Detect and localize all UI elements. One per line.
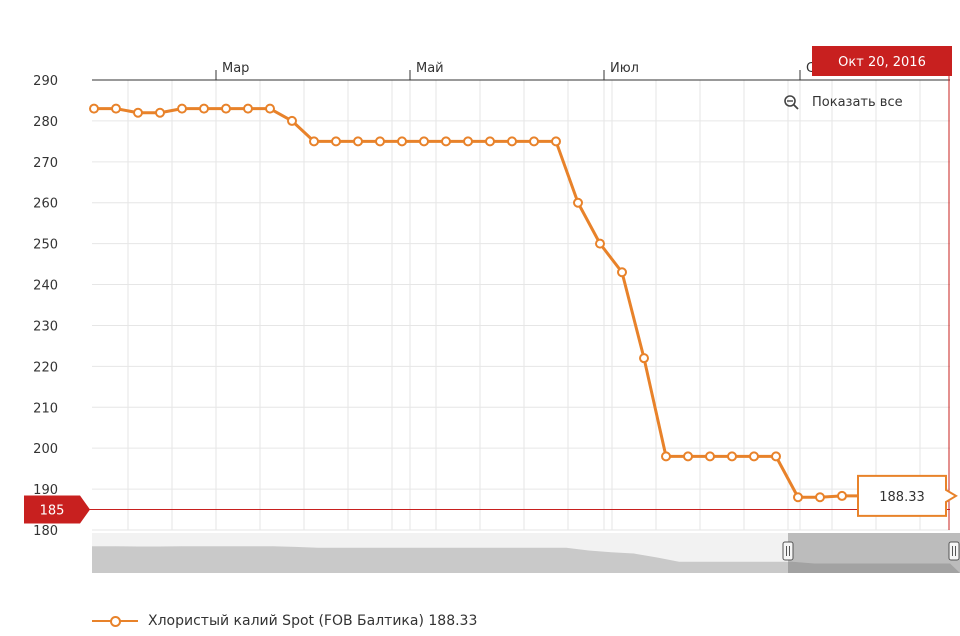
y-tick-label: 220 [33,360,58,375]
data-point[interactable] [309,136,319,147]
data-point[interactable] [375,136,385,147]
data-point[interactable] [111,103,121,114]
crosshair-x-flag [812,46,952,76]
y-tick-label: 270 [33,156,58,171]
y-tick-label: 250 [33,238,58,253]
legend[interactable]: Хлористый калий Spot (FOB Балтика) 188.3… [92,612,477,630]
navigator[interactable] [92,533,960,573]
y-tick-label: 280 [33,115,58,130]
data-point[interactable] [551,136,561,147]
y-tick-label: 190 [33,483,58,498]
series-line [89,103,935,503]
y-tick-label: 290 [33,74,58,89]
data-point[interactable] [265,103,275,114]
crosshair: 185 Окт 20, 2016 188.33 [24,46,958,530]
legend-label: Хлористый калий Spot (FOB Балтика) 188.3… [148,613,478,629]
data-point[interactable] [287,115,297,126]
last-value-tooltip [857,474,958,517]
data-point[interactable] [705,451,715,462]
data-point[interactable] [639,353,649,364]
navigator-handle[interactable] [782,541,794,561]
data-point[interactable] [837,490,847,501]
x-axis: Мар Май Июл С [92,61,950,81]
last-value-label: 188.33 [879,490,925,505]
legend-marker [110,616,121,627]
data-point[interactable] [683,451,693,462]
navigator-handle[interactable] [948,541,960,561]
crosshair-x-label: Окт 20, 2016 [838,55,926,70]
y-tick-label: 240 [33,279,58,294]
x-tick-label: Мар [222,61,249,76]
data-point[interactable] [331,136,341,147]
data-point[interactable] [155,107,165,118]
data-point[interactable] [529,136,539,147]
data-point[interactable] [243,103,253,114]
x-tick-label: С [806,61,815,76]
data-point[interactable] [573,197,583,208]
data-point[interactable] [419,136,429,147]
zoom-out-icon [784,95,799,110]
data-point[interactable] [771,451,781,462]
data-point[interactable] [199,103,209,114]
data-point[interactable] [485,136,495,147]
data-point[interactable] [221,103,231,114]
grid [92,79,950,531]
data-point[interactable] [133,107,143,118]
legend-swatch [92,616,138,627]
data-point[interactable] [353,136,363,147]
data-point[interactable] [507,136,517,147]
series-path [94,107,930,499]
navigator-area [92,546,960,573]
y-axis: 290 280 270 260 250 240 230 220 210 200 190 180 [33,74,58,539]
y-tick-label: 210 [33,401,58,416]
x-tick-label: Май [416,61,444,76]
data-point[interactable] [617,267,627,278]
y-tick-label: 180 [33,524,58,539]
data-point[interactable] [397,136,407,147]
data-point[interactable] [441,136,451,147]
controls: Показать все [784,95,903,110]
data-point[interactable] [749,451,759,462]
data-point[interactable] [793,492,803,503]
data-point[interactable] [177,103,187,114]
x-tick-label: Июл [610,61,639,76]
data-point[interactable] [89,103,99,114]
y-tick-label: 200 [33,442,58,457]
data-point[interactable] [595,238,605,249]
navigator-selection[interactable] [788,533,960,573]
data-point[interactable] [727,451,737,462]
reset-zoom-button[interactable]: Показать все [784,95,903,110]
y-tick-label: 230 [33,319,58,334]
crosshair-y-flag [24,495,90,524]
crosshair-y-label: 185 [40,504,65,519]
data-point[interactable] [661,451,671,462]
reset-zoom-label: Показать все [812,95,903,110]
y-tick-label: 260 [33,197,58,212]
data-point[interactable] [463,136,473,147]
data-point[interactable] [815,492,825,503]
